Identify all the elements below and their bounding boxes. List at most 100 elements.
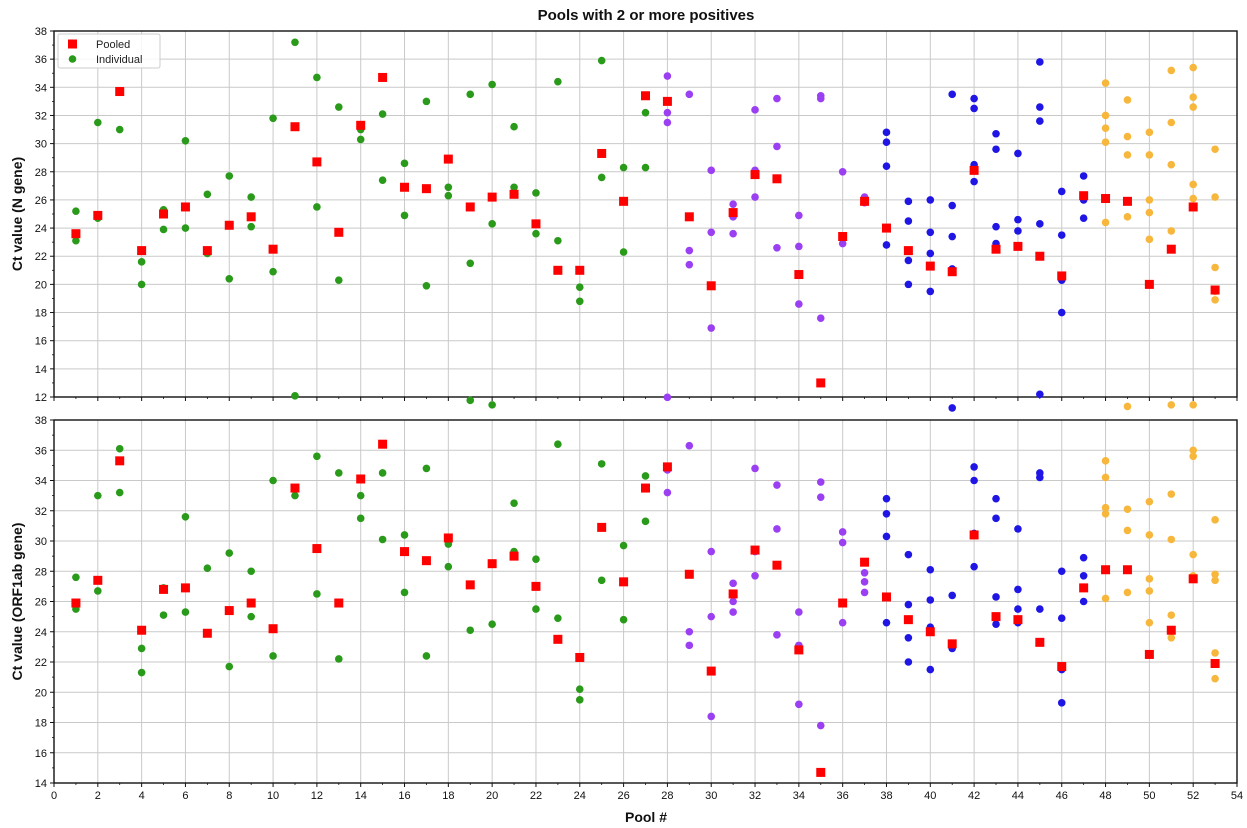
individual-point bbox=[751, 464, 759, 473]
y-tick-label: 24 bbox=[35, 627, 47, 639]
pooled-point bbox=[1166, 244, 1176, 254]
individual-point bbox=[554, 440, 562, 449]
individual-point bbox=[1057, 308, 1066, 317]
pooled-point bbox=[137, 246, 147, 256]
pooled-point bbox=[706, 281, 716, 291]
individual-point bbox=[1123, 96, 1132, 104]
individual-point bbox=[488, 220, 496, 228]
x-tick-label: 50 bbox=[1143, 790, 1155, 802]
pooled-point bbox=[1122, 196, 1132, 206]
individual-point bbox=[115, 125, 124, 134]
pooled-point bbox=[1079, 583, 1089, 593]
pooled-point bbox=[553, 634, 563, 644]
x-tick-label: 36 bbox=[837, 790, 849, 802]
individual-point bbox=[510, 183, 518, 192]
individual-point bbox=[1145, 128, 1154, 137]
y-axis: 12 14 16 18 20 22 24 26 28 30 32 34 36 38 bbox=[35, 26, 54, 404]
individual-point bbox=[1036, 220, 1044, 228]
individual-point bbox=[159, 611, 168, 619]
individual-point bbox=[1145, 587, 1154, 595]
individual-point bbox=[1123, 151, 1132, 159]
pooled-point bbox=[1210, 659, 1220, 669]
pooled-point bbox=[706, 666, 716, 676]
x-tick-label: 28 bbox=[661, 790, 673, 802]
x-tick-label: 2 bbox=[95, 790, 101, 802]
individual-point bbox=[685, 90, 694, 99]
individual-point bbox=[685, 627, 694, 636]
individual-point bbox=[773, 142, 781, 151]
individual-point bbox=[1123, 526, 1132, 535]
individual-point bbox=[795, 242, 803, 251]
individual-point bbox=[1101, 457, 1110, 465]
pooled-point bbox=[509, 189, 519, 199]
legend-box bbox=[57, 33, 161, 69]
pooled-point bbox=[268, 244, 278, 254]
individual-point bbox=[159, 225, 168, 234]
individual-point bbox=[1167, 490, 1176, 498]
individual-point bbox=[904, 197, 913, 206]
y-tick-label: 12 bbox=[35, 392, 47, 404]
individual-point bbox=[641, 517, 650, 526]
y-tick-label: 30 bbox=[35, 536, 47, 548]
pooled-point bbox=[1101, 565, 1111, 575]
individual-point bbox=[1167, 118, 1176, 127]
individual-point bbox=[641, 163, 650, 172]
individual-point bbox=[904, 256, 913, 265]
individual-point bbox=[619, 163, 628, 172]
y-tick-label: 38 bbox=[35, 26, 47, 38]
individual-point bbox=[1167, 401, 1176, 409]
individual-point bbox=[510, 499, 518, 507]
individual-point bbox=[751, 193, 759, 201]
individual-point bbox=[663, 393, 672, 402]
pooled-point bbox=[1144, 279, 1154, 289]
y-tick-label: 16 bbox=[35, 336, 47, 348]
individual-point bbox=[685, 641, 694, 650]
pooled-point bbox=[1166, 625, 1176, 635]
individual-point bbox=[663, 118, 672, 127]
individual-point bbox=[948, 591, 957, 600]
individual-point bbox=[795, 700, 803, 709]
individual-point bbox=[882, 162, 891, 170]
individual-point bbox=[444, 562, 453, 571]
pooled-point bbox=[290, 483, 300, 493]
individual-point bbox=[1123, 402, 1132, 411]
individual-point bbox=[970, 94, 978, 103]
pooled-point bbox=[224, 220, 234, 230]
individual-point bbox=[926, 196, 935, 204]
individual-point bbox=[334, 469, 343, 477]
pooled-point bbox=[881, 592, 891, 602]
pooled-point bbox=[1057, 271, 1067, 281]
pooled-point bbox=[531, 219, 541, 229]
chart-title: Pools with 2 or more positives bbox=[538, 7, 755, 24]
y-tick-label: 32 bbox=[35, 110, 47, 122]
individual-point bbox=[1079, 172, 1088, 180]
pooled-point bbox=[619, 577, 629, 587]
y-tick-label: 22 bbox=[35, 251, 47, 263]
pooled-point bbox=[487, 559, 497, 569]
individual-point bbox=[313, 590, 321, 598]
individual-point bbox=[137, 668, 146, 677]
individual-point bbox=[1036, 605, 1044, 613]
pooled-point bbox=[378, 72, 388, 82]
individual-point bbox=[1145, 208, 1154, 217]
individual-point bbox=[1123, 132, 1132, 141]
individual-point bbox=[1145, 618, 1154, 627]
individual-point bbox=[751, 571, 759, 580]
individual-point bbox=[532, 555, 540, 563]
pooled-point bbox=[969, 165, 979, 175]
individual-point bbox=[291, 38, 299, 47]
series-individual bbox=[72, 38, 1219, 332]
individual-point bbox=[970, 177, 978, 186]
individual-point bbox=[94, 491, 102, 500]
individual-point bbox=[554, 77, 562, 86]
legend-marker-circle bbox=[68, 55, 77, 63]
individual-point bbox=[378, 176, 387, 185]
individual-point bbox=[1189, 194, 1197, 203]
individual-point bbox=[729, 608, 737, 616]
individual-point bbox=[1123, 588, 1132, 597]
pooled-point bbox=[641, 483, 650, 493]
individual-point bbox=[247, 222, 255, 231]
pooled-point bbox=[180, 202, 190, 212]
